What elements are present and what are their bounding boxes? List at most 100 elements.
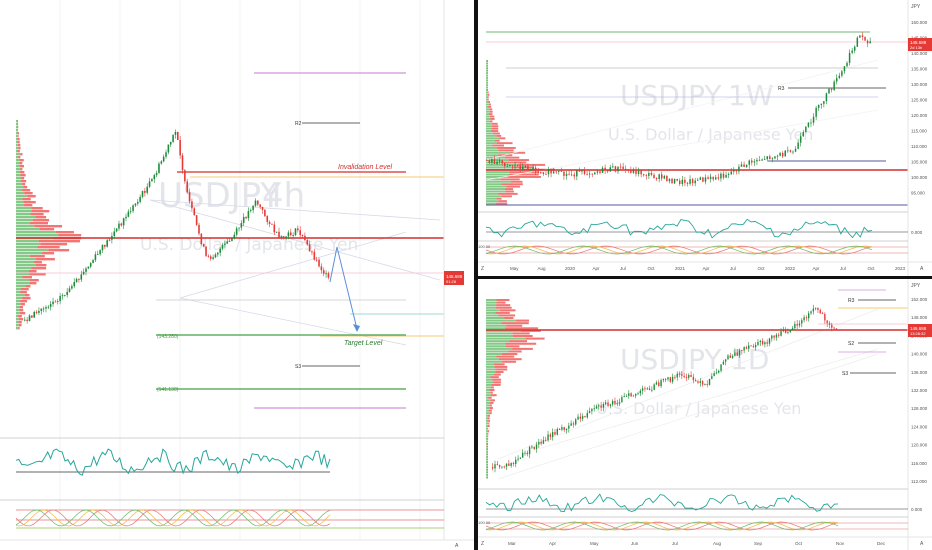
candle-body <box>588 411 591 413</box>
volume-profile-bar <box>16 267 32 270</box>
chart-1d-panel[interactable]: USDJPY 1D U.S. Dollar / Japanese Yen R3 … <box>478 279 932 550</box>
volume-profile-bar <box>489 404 492 407</box>
candle-body <box>833 81 835 90</box>
volume-profile-bar <box>16 210 32 213</box>
candle-body <box>24 319 26 321</box>
volume-profile-bar <box>500 161 527 164</box>
price-tick: 140.000 <box>911 51 928 56</box>
volume-profile-bar <box>486 171 510 174</box>
volume-profile-bar <box>498 192 518 195</box>
candles-4h <box>24 129 330 324</box>
volume-profile-bar <box>487 84 489 87</box>
candle-body <box>676 179 678 181</box>
candle-body <box>768 338 771 344</box>
volume-profile-bar <box>16 159 20 162</box>
candle-body <box>701 381 704 385</box>
volume-profile-bar <box>504 327 539 330</box>
volume-profile-bar <box>486 468 487 471</box>
candle-body <box>632 169 635 173</box>
volume-profile-bar <box>488 422 490 425</box>
volume-profile-bar <box>16 141 18 144</box>
volume-profile-bar <box>486 105 489 108</box>
candle-body <box>694 380 697 382</box>
zoom-icon[interactable]: Z <box>481 541 484 547</box>
chart-1w-panel[interactable]: USDJPY 1W U.S. Dollar / Japanese Yen R3 … <box>478 0 932 276</box>
candle-body <box>66 291 68 295</box>
candle-body <box>132 205 134 211</box>
candle-body <box>235 228 238 235</box>
volume-profile-bar <box>488 113 493 116</box>
candle-body <box>240 222 243 228</box>
volume-profile-bar <box>20 288 29 291</box>
candle-body <box>655 178 658 180</box>
volume-profile-bar <box>16 300 21 303</box>
volume-profile-bar <box>508 159 530 162</box>
candle-body <box>618 402 621 404</box>
volume-profile-bar <box>16 252 43 255</box>
stochastic-line <box>15 509 331 527</box>
candle-body <box>824 313 826 321</box>
candle-body <box>794 323 796 329</box>
volume-profile-bar <box>486 471 487 474</box>
volume-profile-bar <box>486 81 488 84</box>
candle-body <box>551 432 554 437</box>
volume-profile-bar <box>486 178 501 181</box>
candle-body <box>120 223 123 226</box>
candle-body <box>115 228 118 232</box>
candle-body <box>280 236 283 238</box>
volume-profile-bar <box>16 168 21 171</box>
candle-body <box>617 166 619 172</box>
candle-body <box>528 447 531 455</box>
volume-profile-bar <box>487 437 489 440</box>
volume-profile-bar <box>486 355 497 358</box>
volume-profile-bar <box>16 264 36 267</box>
volume-profile-bar <box>486 322 502 325</box>
r3-label: R3 <box>848 298 855 304</box>
volume-profile-bar <box>16 282 30 285</box>
volume-profile-bar <box>487 93 490 96</box>
candle-body <box>650 172 653 175</box>
zoom-icon[interactable]: Z <box>481 266 484 272</box>
price-tag-sub: 13:28:32 <box>910 331 926 336</box>
candle-body <box>778 334 780 336</box>
chart-4h-panel[interactable]: USDJPY 4h U.S. Dollar / Japanese Yen Inv… <box>0 0 474 550</box>
volume-profile-bar <box>488 430 490 433</box>
volume-profile-bar <box>496 304 511 307</box>
volume-profile-bar <box>486 317 505 320</box>
support-box-label-2: (141.130) <box>157 387 179 393</box>
price-tag-value: 145.688 <box>910 326 927 331</box>
candle-body <box>498 464 501 467</box>
candle-body <box>42 308 45 310</box>
volume-profile-bar <box>486 399 491 402</box>
candle-body <box>802 132 805 137</box>
candle-body <box>49 304 52 307</box>
volume-profile-bar <box>501 195 512 198</box>
candle-body <box>838 75 841 78</box>
candle-body <box>825 93 828 102</box>
stochastic-line <box>485 521 839 531</box>
candle-body <box>45 307 47 309</box>
candle-body <box>85 268 87 272</box>
volume-profile-bar <box>16 165 20 168</box>
volume-profile-bar <box>486 373 494 376</box>
volume-profile-bar <box>29 279 39 282</box>
volume-profile-bar <box>16 291 20 294</box>
candle-body <box>320 266 323 271</box>
volume-profile-bar <box>498 358 522 361</box>
candle-body <box>101 244 104 251</box>
volume-profile-bar <box>486 74 488 77</box>
candle-body <box>221 244 224 249</box>
volume-profile-bar <box>489 401 494 404</box>
volume-profile-bar <box>489 389 495 392</box>
candle-body <box>586 173 588 175</box>
candle-body <box>588 173 591 175</box>
candle-body <box>195 215 198 225</box>
volume-profile-bar <box>16 309 20 312</box>
target-level-label: Target Level <box>344 340 383 347</box>
candle-body <box>40 308 43 311</box>
candle-body <box>741 350 743 351</box>
volume-profile-bar <box>486 195 502 198</box>
candle-body <box>558 171 560 172</box>
candle-body <box>817 104 820 108</box>
